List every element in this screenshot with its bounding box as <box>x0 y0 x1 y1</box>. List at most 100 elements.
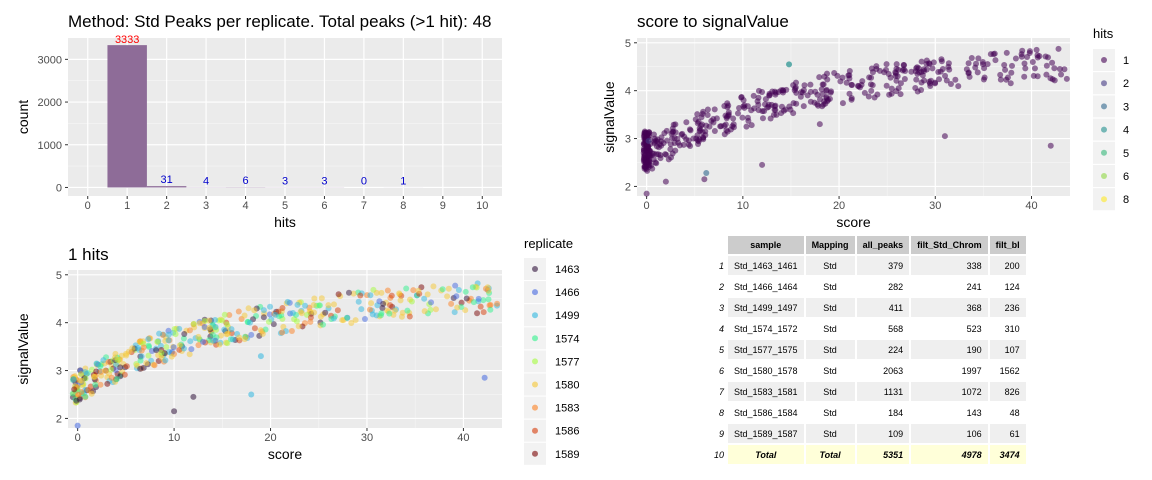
point-replicate-1574 <box>316 302 323 309</box>
point-replicate-1574 <box>180 335 187 342</box>
y-tick-label: 3000 <box>38 54 62 66</box>
point-replicate-1499 <box>246 319 253 326</box>
point-hits-1 <box>892 69 899 76</box>
point-replicate-1499 <box>176 325 183 332</box>
cell-Mapping: Std <box>805 361 855 380</box>
point-hits-1 <box>778 103 785 110</box>
point-replicate-1580 <box>168 353 175 360</box>
point-replicate-1499 <box>284 298 291 305</box>
point-replicate-1499 <box>212 317 219 324</box>
point-replicate-1499 <box>180 345 187 352</box>
legend-label-1580: 1580 <box>555 380 579 392</box>
point-hits-1 <box>973 60 980 67</box>
point-hits-1 <box>874 91 881 98</box>
point-replicate-1574 <box>377 312 384 319</box>
point-hits-1 <box>653 160 660 167</box>
point-hits-1 <box>1007 80 1014 87</box>
point-replicate-1499 <box>248 391 255 398</box>
legend-label-1499: 1499 <box>555 310 579 322</box>
point-hits-1 <box>1042 53 1049 60</box>
point-replicate-1580 <box>368 300 375 307</box>
point-hits-1 <box>670 128 677 135</box>
point-replicate-1583 <box>307 318 314 325</box>
point-hits-1 <box>736 105 743 112</box>
table-row: 3 Std_1499_1497 Std 411 368 236 <box>708 298 1026 317</box>
point-replicate-1499 <box>221 326 228 333</box>
point-replicate-1574 <box>487 306 494 313</box>
x-tick-label: 10 <box>476 200 488 212</box>
point-replicate-1466 <box>112 366 119 373</box>
cell-filt_bl: 1562 <box>989 361 1026 380</box>
cell-Mapping: Std <box>805 319 855 338</box>
legend-swatch-1574 <box>532 335 538 342</box>
point-replicate-1580 <box>311 309 318 316</box>
point-hits-1 <box>823 87 830 94</box>
point-hits-1 <box>968 55 975 62</box>
point-replicate-1577 <box>221 311 228 318</box>
legend-swatch-4 <box>1101 126 1107 133</box>
point-replicate-1577 <box>190 320 197 327</box>
point-hits-1 <box>765 103 772 110</box>
point-replicate-1586 <box>176 346 183 353</box>
x-tick-label: 40 <box>1025 200 1037 212</box>
cell-all_peaks: 2063 <box>856 361 910 380</box>
table-row: 10 Total Total 5351 4978 3474 <box>708 445 1026 464</box>
bar-label-hits-1: 3333 <box>115 34 139 46</box>
x-tick-label: 8 <box>400 200 406 212</box>
point-replicate-1574 <box>462 288 469 295</box>
point-replicate-1466 <box>201 323 208 330</box>
x-tick-label: 2 <box>164 200 170 212</box>
cell-Mapping: Std <box>805 382 855 401</box>
y-axis-label: signalValue <box>15 313 31 385</box>
point-hits-1 <box>772 102 779 109</box>
point-replicate-1580 <box>78 371 85 378</box>
point-replicate-1580 <box>102 367 109 374</box>
point-replicate-1583 <box>235 308 242 315</box>
replicate-scatter: 0 10 20 30 40 2 3 4 5 1 hits score signalValue repli… <box>15 236 579 465</box>
point-hits-1 <box>818 86 825 93</box>
point-hits-1 <box>912 85 919 92</box>
point-replicate-1583 <box>279 329 286 336</box>
x-tick-label: 30 <box>929 200 941 212</box>
point-replicate-1580 <box>317 313 324 320</box>
point-hits-1 <box>997 76 1004 83</box>
point-replicate-1580 <box>348 320 355 327</box>
point-replicate-1580 <box>415 287 422 294</box>
cell-all_peaks: 109 <box>856 424 910 443</box>
cell-sample: Std_1499_1497 <box>728 298 804 317</box>
point-replicate-1577 <box>408 298 415 305</box>
cell-sample: Std_1574_1572 <box>728 319 804 338</box>
cell-filt_Std_Chrom: 1997 <box>911 361 988 380</box>
point-hits-1 <box>974 69 981 76</box>
point-hits-1 <box>1043 62 1050 69</box>
point-replicate-1580 <box>445 285 452 292</box>
hits-legend: hits 1 2 3 4 5 6 8 <box>1093 26 1129 211</box>
legend-title: replicate <box>524 236 573 251</box>
point-hits-1 <box>981 74 988 81</box>
point-hits-1 <box>897 80 904 87</box>
point-hits-1 <box>734 110 741 117</box>
point-hits-1 <box>668 154 675 161</box>
point-hits-1 <box>740 97 747 104</box>
y-tick-label: 2 <box>625 181 631 193</box>
legend-swatch-1580 <box>532 381 538 388</box>
cell-all_peaks: 411 <box>856 298 910 317</box>
row-number: 5 <box>708 340 726 359</box>
point-replicate-1580 <box>397 297 404 304</box>
point-hits-1 <box>831 69 838 76</box>
point-replicate-1463 <box>322 309 329 316</box>
cell-sample: Std_1466_1464 <box>728 277 804 296</box>
point-hits-1 <box>699 121 706 128</box>
point-replicate-1580 <box>88 390 95 397</box>
point-hits-1 <box>759 161 766 168</box>
point-hits-1 <box>846 90 853 97</box>
point-hits-1 <box>730 115 737 122</box>
point-replicate-1463 <box>270 321 277 328</box>
row-number: 3 <box>708 298 726 317</box>
point-replicate-1586 <box>387 302 394 309</box>
point-replicate-1580 <box>325 302 332 309</box>
point-replicate-1574 <box>137 357 144 364</box>
point-replicate-1586 <box>406 313 413 320</box>
point-replicate-1499 <box>165 337 172 344</box>
point-replicate-1580 <box>421 308 428 315</box>
